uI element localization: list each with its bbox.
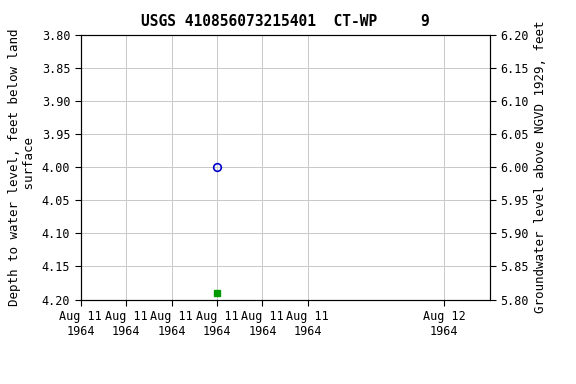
Title: USGS 410856073215401  CT-WP     9: USGS 410856073215401 CT-WP 9: [141, 14, 430, 29]
Y-axis label: Depth to water level, feet below land
 surface: Depth to water level, feet below land su…: [8, 28, 36, 306]
Y-axis label: Groundwater level above NGVD 1929, feet: Groundwater level above NGVD 1929, feet: [534, 21, 547, 313]
